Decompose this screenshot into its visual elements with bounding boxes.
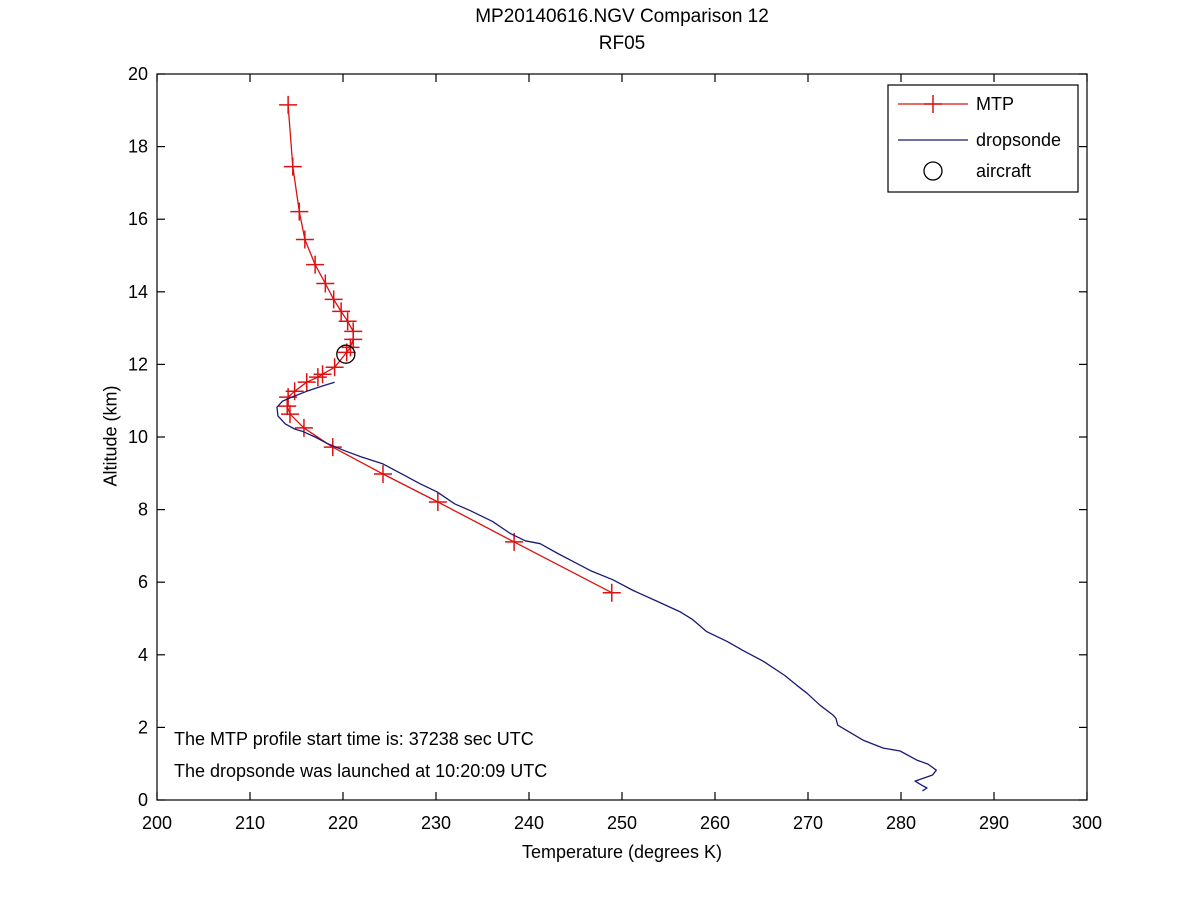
y-tick-label: 10 (128, 427, 148, 447)
legend-label-MTP: MTP (976, 94, 1014, 114)
x-tick-label: 240 (514, 813, 544, 833)
legend-label-dropsonde: dropsonde (976, 130, 1061, 150)
x-tick-label: 280 (886, 813, 916, 833)
mtp-line (286, 104, 613, 594)
y-tick-label: 4 (138, 645, 148, 665)
x-tick-label: 230 (421, 813, 451, 833)
aircraft-marker (336, 344, 356, 364)
y-tick-label: 18 (128, 137, 148, 157)
y-tick-label: 12 (128, 354, 148, 374)
mtp-marker (344, 330, 363, 349)
chart-title: MP20140616.NGV Comparison 12 (475, 6, 769, 27)
mtp-marker (602, 583, 621, 602)
y-tick-label: 0 (138, 790, 148, 810)
x-tick-label: 210 (235, 813, 265, 833)
dropsonde-line (276, 381, 937, 792)
x-tick-label: 290 (979, 813, 1009, 833)
x-tick-label: 220 (328, 813, 358, 833)
mtp-marker (280, 405, 299, 424)
y-axis-label: Altitude (km) (100, 385, 121, 487)
mtp-marker (283, 157, 302, 176)
mtp-marker (306, 255, 325, 274)
legend-label-aircraft: aircraft (976, 161, 1031, 181)
mtp-marker (290, 202, 309, 221)
mtp-marker (341, 338, 360, 357)
y-tick-label: 6 (138, 572, 148, 592)
x-tick-label: 300 (1072, 813, 1102, 833)
mtp-marker (428, 492, 447, 511)
x-tick-label: 200 (142, 813, 172, 833)
legend-box (887, 84, 1079, 193)
mtp-marker (332, 302, 351, 321)
mtp-marker (279, 388, 298, 407)
annotation-dropsonde-launch: The dropsonde was launched at 10:20:09 U… (174, 761, 548, 781)
mtp-marker (294, 418, 313, 437)
x-axis-label: Temperature (degrees K) (521, 842, 723, 862)
y-tick-label: 2 (138, 717, 148, 737)
y-tick-label: 14 (128, 282, 148, 302)
mtp-marker (279, 95, 298, 114)
chart-subtitle: RF05 (598, 33, 646, 54)
mtp-marker (373, 465, 392, 484)
annotation-mtp-start-time: The MTP profile start time is: 37238 sec… (174, 729, 534, 749)
legend-circle-marker (923, 161, 943, 181)
mtp-marker (325, 358, 344, 377)
mtp-marker (316, 274, 335, 293)
mtp-marker (337, 343, 356, 362)
mtp-marker (295, 230, 314, 249)
mtp-marker (313, 365, 332, 384)
legend-plus-marker (924, 95, 942, 113)
x-tick-label: 270 (793, 813, 823, 833)
mtp-marker (324, 290, 343, 309)
x-tick-label: 250 (607, 813, 637, 833)
x-tick-label: 260 (700, 813, 730, 833)
mtp-marker (338, 312, 357, 331)
y-tick-label: 16 (128, 209, 148, 229)
y-tick-label: 8 (138, 500, 148, 520)
mtp-marker (323, 438, 342, 457)
mtp-marker (297, 373, 316, 392)
mtp-marker (278, 397, 297, 416)
mtp-marker (308, 368, 327, 387)
y-tick-label: 20 (128, 64, 148, 84)
